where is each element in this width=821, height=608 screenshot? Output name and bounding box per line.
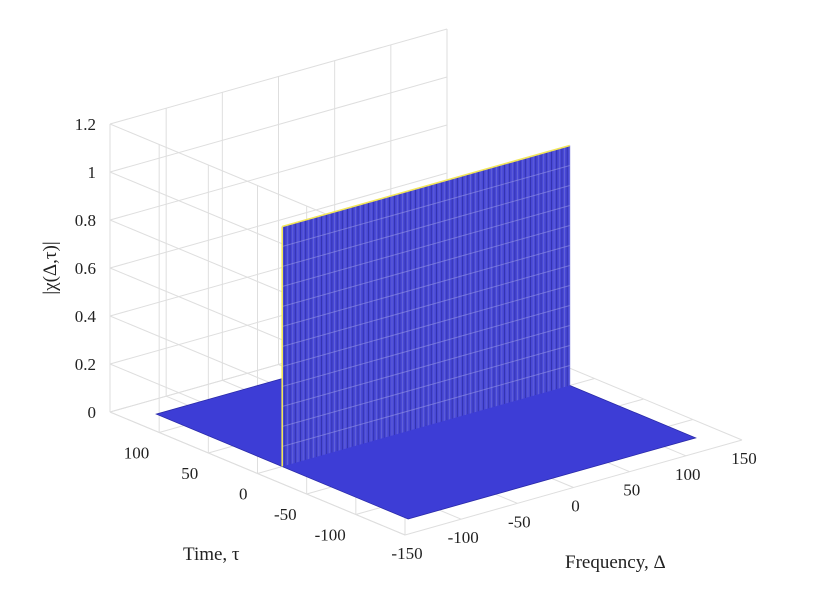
- x-tick-label: -100: [448, 528, 479, 547]
- ridge-mesh-horizontal: [282, 304, 570, 388]
- floor-gridline-y: [404, 439, 743, 536]
- z-tick-label: 0.4: [75, 307, 97, 326]
- ridge-mesh-horizontal: [282, 284, 570, 368]
- x-tick-label: 150: [731, 449, 757, 468]
- y-tick-label: 0: [239, 485, 248, 504]
- y-tick-label: -50: [274, 505, 297, 524]
- y-axis-label: Time, τ: [183, 544, 240, 565]
- ridge-mesh-horizontal: [282, 184, 570, 268]
- z-tick-label: 0.8: [75, 211, 96, 230]
- ridge-mesh-horizontal: [282, 224, 570, 308]
- ridge-mesh-horizontal: [282, 324, 570, 408]
- z-axis-label: |χ(Δ,τ)|: [40, 241, 61, 294]
- ridge-mesh-horizontal: [282, 204, 570, 288]
- tick-layer: -150 -100 -50 0 50 100 150 -100 -50 0 50 100 0 0.2 0.4…: [75, 115, 757, 563]
- z-tick-label: 0.6: [75, 259, 96, 278]
- ridge-mesh-horizontal: [282, 364, 570, 448]
- z-tick-label: 0.2: [75, 355, 96, 374]
- ridge-top-edge: [281, 144, 571, 228]
- backwall-gridline-z: [109, 76, 448, 173]
- z-tick-label: 1: [88, 163, 97, 182]
- ridge-mesh-horizontal: [282, 344, 570, 428]
- ridge-mesh-horizontal: [282, 164, 570, 248]
- y-tick-label: -100: [315, 526, 346, 545]
- z-tick-label: 1.2: [75, 115, 96, 134]
- x-axis-label: Frequency, Δ: [565, 552, 666, 573]
- backwall-gridline-z: [109, 28, 448, 125]
- y-tick-label: 100: [124, 444, 150, 463]
- y-tick-label: 50: [181, 464, 198, 483]
- x-tick-label: 100: [675, 465, 701, 484]
- z-tick-label: 0: [88, 403, 97, 422]
- backwall-gridline-z: [109, 124, 448, 221]
- x-tick-label: 0: [571, 497, 580, 516]
- x-tick-label: -150: [391, 544, 422, 563]
- backwall-gridline-z: [109, 172, 448, 269]
- surface-layer: [155, 144, 697, 520]
- x-tick-label: 50: [623, 481, 640, 500]
- x-tick-label: -50: [508, 512, 531, 531]
- ridge-mesh-horizontal: [282, 264, 570, 348]
- sidewall-gridline-z: [109, 411, 406, 536]
- ridge-wall: [281, 144, 571, 467]
- ridge-mesh-horizontal: [282, 244, 570, 328]
